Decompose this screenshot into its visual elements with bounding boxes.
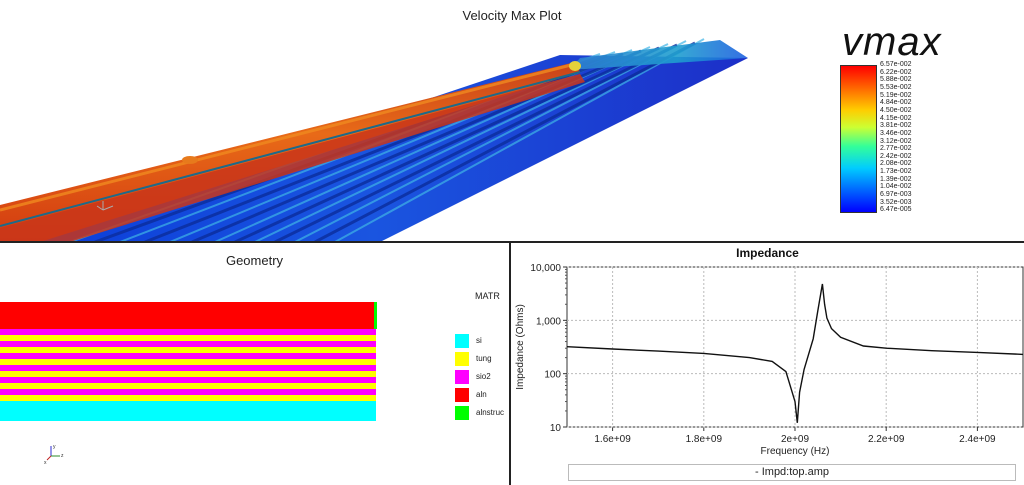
material-label: aln [476, 390, 487, 399]
colorbar-tick-label: 1.04e-002 [880, 183, 912, 191]
colorbar-tick-label: 6.97e-003 [880, 191, 912, 199]
colorbar-tick-label: 6.47e-005 [880, 206, 912, 214]
material-swatch [455, 334, 469, 348]
layer-tung [0, 371, 376, 377]
x-tick-label: 2.4e+09 [959, 434, 996, 445]
material-legend-item: si [455, 334, 509, 350]
layer-sio2 [0, 377, 376, 383]
velocity-plot-title: Velocity Max Plot [462, 8, 562, 23]
colorbar-tick-label: 3.46e-002 [880, 129, 912, 137]
geometry-panel[interactable]: Geometry y z x MATR si tung sio2 aln alnstru… [0, 243, 511, 485]
impedance-chart[interactable]: 1.6e+09 1.8e+09 2e+09 2.2e+09 2.4e+09 10 100 1,… [511, 243, 1024, 463]
geometry-axes-triad: y z x [44, 444, 64, 466]
colorbar-tick-label: 5.19e-002 [880, 91, 912, 99]
colorbar-tick-label: 2.08e-002 [880, 160, 912, 168]
velocity-axes-triad [96, 201, 114, 211]
material-label: alnstruc [476, 408, 505, 417]
x-axis-label: Frequency (Hz) [761, 446, 830, 457]
layer-sio2 [0, 353, 376, 359]
layer-tung [0, 347, 376, 353]
layer-sio2 [0, 389, 376, 395]
colorbar-tick-label: 5.53e-002 [880, 83, 912, 91]
material-legend-item: sio2 [455, 370, 509, 386]
scalar-name-label: vmax [842, 20, 942, 64]
layer-sio2 [0, 341, 376, 347]
layer-si-substrate [0, 401, 376, 421]
colorbar-labels: 6.57e-002 6.22e-002 5.88e-002 5.53e-002 5.19… [880, 61, 940, 216]
colorbar-tick-label: 2.42e-002 [880, 152, 912, 160]
y-axis-label: Impedance (Ohms) [515, 304, 526, 390]
material-label: tung [476, 354, 492, 363]
x-tick-label: 1.8e+09 [686, 434, 723, 445]
y-tick-label: 1,000 [536, 316, 561, 327]
layer-sio2 [0, 329, 376, 335]
material-label: si [476, 336, 482, 345]
layer-tung [0, 335, 376, 341]
colorbar-tick-label: 6.57e-002 [880, 61, 912, 68]
layer-tung [0, 395, 376, 401]
colorbar-tick-label: 3.52e-003 [880, 198, 912, 206]
material-legend-item: tung [455, 352, 509, 368]
material-label: sio2 [476, 372, 491, 381]
geometry-axis-x-label: x [44, 460, 47, 466]
material-swatch [455, 388, 469, 402]
layer-tung [0, 359, 376, 365]
colorbar-tick-label: 6.22e-002 [880, 68, 912, 76]
impedance-title: Impedance [736, 246, 799, 260]
impedance-series-line [566, 283, 1024, 423]
colorbar-tick-label: 4.84e-002 [880, 99, 912, 107]
layer-sio2 [0, 365, 376, 371]
geometry-title: Geometry [225, 253, 284, 268]
material-swatch [455, 370, 469, 384]
colorbar-tick-label: 5.88e-002 [880, 76, 912, 84]
geometry-axis-z-label: z [61, 453, 64, 459]
velocity-max-plot-panel[interactable]: Velocity Max Plot [0, 0, 1024, 243]
colorbar [840, 65, 877, 213]
colorbar-tick-label: 3.81e-002 [880, 122, 912, 130]
x-tick-label: 1.6e+09 [594, 434, 631, 445]
colorbar-tick-label: 1.73e-002 [880, 168, 912, 176]
series-legend-box[interactable]: - Impd:top.amp [568, 464, 1016, 481]
layer-tung [0, 383, 376, 389]
x-tick-label: 2e+09 [781, 434, 810, 445]
material-legend-item: alnstruc [455, 406, 509, 422]
material-legend-title: MATR [475, 291, 500, 301]
material-swatch [455, 352, 469, 366]
material-legend-item: aln [455, 388, 509, 404]
colorbar-tick-label: 4.15e-002 [880, 114, 912, 122]
y-tick-label: 10 [550, 423, 562, 434]
impedance-panel[interactable]: Impedance 1.6e+09 1.8e+09 2e+09 2.2e+09 2.4e… [511, 243, 1024, 485]
layer-alnstruc [374, 302, 377, 329]
velocity-surface-render[interactable] [0, 0, 1024, 243]
colorbar-tick-label: 1.39e-002 [880, 175, 912, 183]
geometry-stack-render[interactable]: y z x [0, 243, 511, 485]
x-tick-label: 2.2e+09 [868, 434, 905, 445]
y-tick-label: 100 [544, 370, 561, 381]
y-tick-label: 10,000 [530, 263, 561, 274]
material-swatch [455, 406, 469, 420]
colorbar-tick-label: 3.12e-002 [880, 137, 912, 145]
layer-aln-top [0, 302, 376, 329]
colorbar-tick-label: 4.50e-002 [880, 106, 912, 114]
geometry-axis-y-label: y [53, 444, 56, 450]
colorbar-tick-label: 2.77e-002 [880, 145, 912, 153]
